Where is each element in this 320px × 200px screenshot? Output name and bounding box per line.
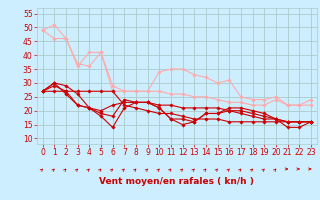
X-axis label: Vent moyen/en rafales ( kn/h ): Vent moyen/en rafales ( kn/h ) (100, 177, 254, 186)
